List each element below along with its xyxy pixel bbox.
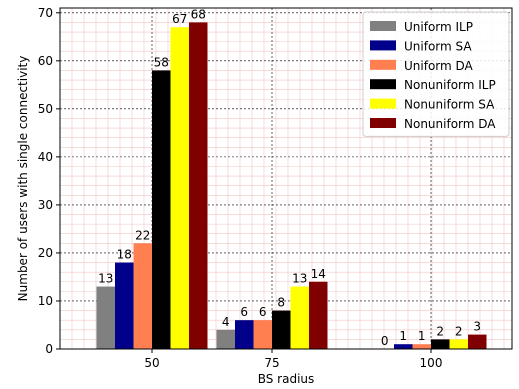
data-label: 2 xyxy=(436,324,444,338)
y-tick-label: 60 xyxy=(38,54,53,68)
y-tick-label: 40 xyxy=(38,150,53,164)
legend: Uniform ILP Uniform SA Uniform DA Nonunifor… xyxy=(362,11,510,137)
legend-swatch xyxy=(370,79,396,90)
x-axis-label: BS radius xyxy=(258,372,315,386)
bar xyxy=(96,286,115,349)
bar xyxy=(133,243,152,349)
data-label: 13 xyxy=(98,272,113,286)
bar xyxy=(449,339,468,349)
data-label: 1 xyxy=(399,329,407,343)
plot-frame xyxy=(59,7,513,350)
data-label: 0 xyxy=(381,334,389,348)
data-label: 3 xyxy=(473,320,481,334)
legend-swatch xyxy=(370,59,396,70)
x-axis: 50 75 100 xyxy=(144,349,442,370)
data-label: 6 xyxy=(259,305,267,319)
bar xyxy=(290,286,309,349)
bar xyxy=(272,310,291,349)
bars xyxy=(96,22,487,350)
data-label: 1 xyxy=(418,329,426,343)
bar xyxy=(412,344,431,349)
data-label: 8 xyxy=(277,296,285,310)
bar xyxy=(309,281,328,349)
data-label: 6 xyxy=(240,305,248,319)
legend-label: Uniform DA xyxy=(404,59,474,73)
data-label: 13 xyxy=(292,272,307,286)
x-tick-label: 100 xyxy=(420,356,443,370)
bar xyxy=(152,70,171,350)
bar xyxy=(253,320,272,349)
legend-swatch xyxy=(370,98,396,109)
y-tick-label: 50 xyxy=(38,102,53,116)
legend-label: Nonuniform SA xyxy=(404,98,495,112)
legend-label: Nonuniform ILP xyxy=(404,78,496,92)
legend-swatch xyxy=(370,21,396,31)
bar xyxy=(394,344,413,349)
data-label: 68 xyxy=(191,7,206,21)
legend-label: Nonuniform DA xyxy=(404,117,496,131)
y-axis-label: Number of users with single connectivity xyxy=(16,56,30,302)
legend-label: Uniform ILP xyxy=(404,20,473,34)
legend-swatch xyxy=(370,40,396,51)
y-tick-label: 0 xyxy=(45,342,53,356)
data-label: 14 xyxy=(311,267,326,281)
bar xyxy=(170,27,189,349)
bar xyxy=(235,320,254,349)
bar xyxy=(115,262,134,349)
legend-box xyxy=(362,11,510,137)
y-tick-label: 30 xyxy=(38,198,53,212)
y-tick-label: 20 xyxy=(38,246,53,260)
y-tick-label: 10 xyxy=(38,294,53,308)
bar xyxy=(189,22,208,350)
legend-label: Uniform SA xyxy=(404,39,472,53)
x-tick-label: 75 xyxy=(264,356,279,370)
data-label: 22 xyxy=(135,228,150,242)
data-label: 67 xyxy=(172,12,187,26)
data-label: 2 xyxy=(455,324,463,338)
legend-swatch xyxy=(370,118,396,128)
y-axis: 0 10 20 30 40 50 60 70 xyxy=(38,6,60,356)
bar xyxy=(431,339,450,349)
data-label: 4 xyxy=(222,315,230,329)
bar xyxy=(216,329,235,349)
data-label: 58 xyxy=(154,55,169,69)
y-tick-label: 70 xyxy=(38,6,53,20)
x-tick-label: 50 xyxy=(144,356,159,370)
bar xyxy=(468,334,487,349)
data-label: 18 xyxy=(117,248,132,262)
